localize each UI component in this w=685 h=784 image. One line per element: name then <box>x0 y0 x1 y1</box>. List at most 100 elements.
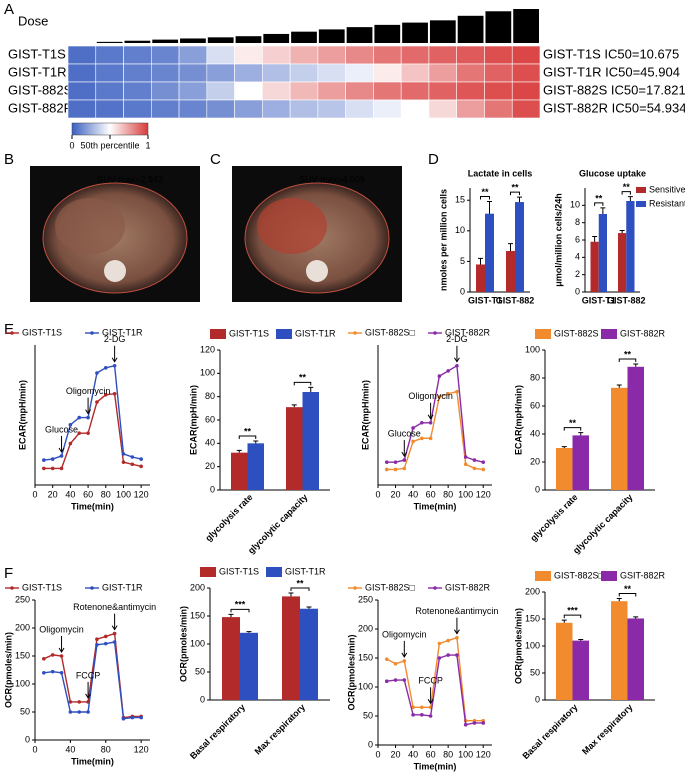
significance-label: ** <box>511 183 519 193</box>
panel-label: F <box>4 565 13 582</box>
line-point <box>411 705 415 710</box>
x-tick-label: 120 <box>476 489 491 499</box>
colorbar <box>71 122 149 136</box>
y-tick-label: 150 <box>15 650 30 660</box>
arrow-head <box>401 451 408 458</box>
heatmap-cell <box>428 81 458 101</box>
x-tick-label: 80 <box>101 489 111 499</box>
line-point <box>77 700 82 704</box>
annotation-label: Glucose <box>388 428 421 438</box>
heatmap-cell <box>317 45 346 65</box>
heatmap-cell <box>234 81 263 101</box>
legend-marker <box>353 331 357 335</box>
line-point <box>86 710 90 714</box>
heatmap-cell <box>456 45 485 65</box>
suv-label: SUV max=2.943 <box>97 174 163 184</box>
heatmap-cell <box>150 45 180 65</box>
y-tick-label: 60 <box>530 400 540 410</box>
line-point <box>463 462 468 467</box>
y-tick-label: 20 <box>530 456 540 466</box>
bar <box>231 452 248 490</box>
legend-swatch <box>266 567 282 577</box>
heatmap-cell <box>428 45 458 65</box>
error-bar <box>288 592 294 597</box>
x-tick-label: Max respiratory <box>253 702 307 756</box>
line-point <box>139 464 143 469</box>
y-axis-label: OCR(pmoles/min) <box>3 632 13 708</box>
line-point <box>59 454 64 458</box>
line-point <box>393 467 398 472</box>
dose-bar <box>402 22 428 43</box>
line-point <box>384 657 389 661</box>
line-point <box>95 400 99 404</box>
heatmap-cell <box>289 81 319 101</box>
line-point <box>411 713 415 717</box>
heatmap-cell <box>373 99 402 119</box>
legend-label: GIST-882S <box>554 328 599 338</box>
line-point <box>437 641 442 646</box>
heatmap-cell <box>206 99 235 119</box>
line-point <box>50 669 55 674</box>
y-tick-label: 250 <box>15 594 30 604</box>
line-point <box>59 466 64 471</box>
dose-bar <box>485 11 512 43</box>
panel-label: C <box>210 151 221 168</box>
line-point <box>411 439 415 444</box>
heatmap-cell <box>289 63 319 83</box>
y-tick-label: 5 <box>460 256 465 266</box>
bar <box>302 392 319 490</box>
line-point <box>420 420 424 425</box>
y-axis-label: ECAR(mpH/min) <box>513 385 523 455</box>
line-point <box>402 466 407 471</box>
heatmap-cell <box>178 81 208 101</box>
x-tick-label: 60 <box>426 489 436 499</box>
bar <box>515 202 524 292</box>
colorbar-label: 1 <box>145 140 150 150</box>
arrow-head <box>85 409 92 415</box>
significance-bracket <box>618 592 637 597</box>
heatmap-cell <box>178 45 208 65</box>
x-tick-label: 20 <box>391 489 401 499</box>
significance-label: *** <box>567 605 578 615</box>
heatmap-cell <box>150 81 180 101</box>
y-tick-label: 100 <box>15 678 30 688</box>
heatmap-cell <box>234 45 263 65</box>
x-tick-label: Basal respiratory <box>188 702 247 761</box>
bar <box>556 448 573 490</box>
line-point <box>428 436 433 441</box>
line-point <box>77 431 82 435</box>
arrow-head <box>58 447 65 453</box>
line-point <box>481 460 486 464</box>
x-tick-label: 40 <box>65 744 75 754</box>
line-point <box>42 466 46 471</box>
line-point <box>428 714 433 718</box>
ic50-label: GIST-882S IC50=17.821 <box>543 82 685 97</box>
line-point <box>50 653 55 657</box>
arrow-head <box>453 629 460 635</box>
legend-label: GIST-T1R <box>102 582 143 592</box>
heatmap-cell <box>123 63 152 83</box>
significance-label: ** <box>569 418 577 428</box>
heatmap-cell <box>484 99 513 119</box>
x-axis-label: Time(min) <box>71 756 114 766</box>
line-point <box>446 369 450 373</box>
line-point <box>384 460 389 464</box>
bar <box>611 387 628 490</box>
ct-spine <box>104 260 126 282</box>
legend-label: GIST-T1R <box>295 328 336 338</box>
heatmap-cell <box>484 63 513 83</box>
dose-bar <box>513 9 539 43</box>
legend-marker <box>10 586 14 590</box>
heatmap-cell <box>345 63 374 83</box>
dose-bar <box>207 37 234 43</box>
line-point <box>130 455 135 459</box>
y-tick-label: 200 <box>525 586 540 596</box>
bar <box>300 608 318 700</box>
heatmap-cell <box>262 99 291 119</box>
bar <box>240 632 258 700</box>
dose-bar <box>263 33 290 43</box>
dose-bar <box>346 27 373 43</box>
y-tick-label: 150 <box>358 652 373 662</box>
y-axis-label: ECAR(mpH/min) <box>360 380 370 450</box>
